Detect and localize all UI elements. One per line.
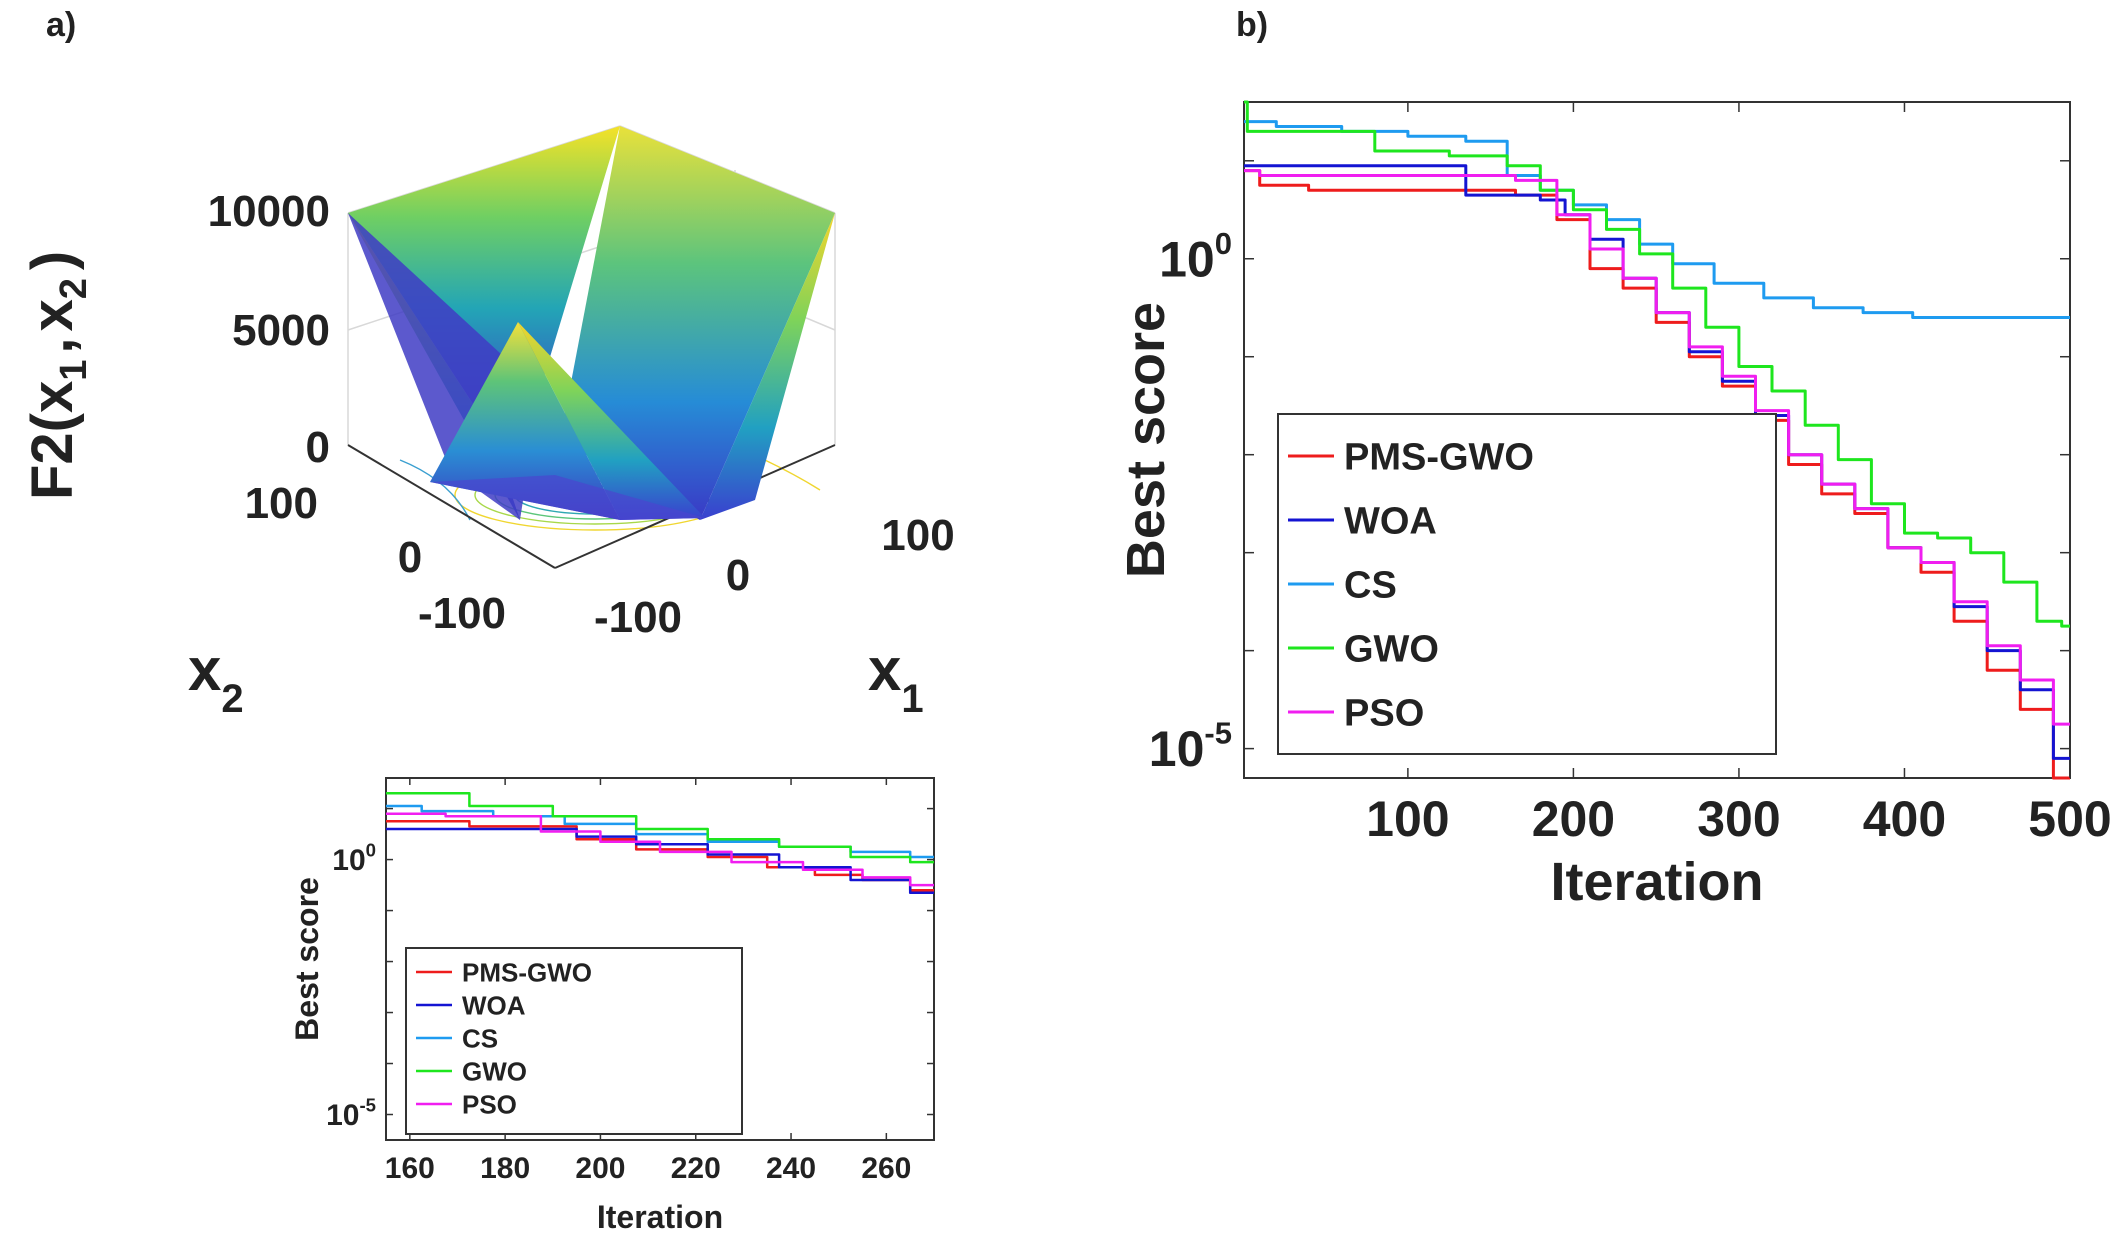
legend-entry-woa: WOA <box>1344 501 1437 543</box>
legend-entry-cs: CS <box>462 1023 498 1053</box>
legend-box <box>405 947 743 1135</box>
x-tick-label: 200 <box>575 1152 625 1185</box>
x-tick-label: 220 <box>671 1152 721 1185</box>
y-tick-label: 100 <box>332 840 376 878</box>
legend: PMS-GWO WOA CS GWO PSO <box>1277 413 1777 755</box>
y-axis-label: Best score <box>1116 302 1176 578</box>
x-tick-label: 240 <box>766 1152 816 1185</box>
series-line-gwo <box>1244 100 2070 628</box>
x-tick-label: 400 <box>1863 791 1946 847</box>
x-tick-label: 160 <box>385 1152 435 1185</box>
surface-x1-tick: 0 <box>726 551 750 600</box>
surface-x2-tick: -100 <box>418 589 506 638</box>
main-convergence-chart: 100 200 300 400 500 100 10-5 Iteration Best scor… <box>1116 100 2112 912</box>
x-axis-label: Iteration <box>1550 852 1763 912</box>
surface-z-tick: 0 <box>306 423 330 472</box>
x-tick-label: 500 <box>2028 791 2111 847</box>
inset-convergence-chart: 160 180 200 220 240 260 100 10-5 Iteration Best s… <box>289 777 935 1235</box>
x-axis-label: Iteration <box>597 1199 723 1235</box>
surface-x2-tick: 100 <box>245 479 318 528</box>
legend-entry-woa: WOA <box>462 990 526 1020</box>
x-tick-label: 200 <box>1532 791 1615 847</box>
series-line-cs <box>1244 120 2070 319</box>
y-tick-label: 100 <box>1159 226 1232 288</box>
surface-right-face <box>700 213 835 520</box>
legend-entry-pms-gwo: PMS-GWO <box>462 957 592 987</box>
surface-x1-tick: 100 <box>881 511 954 560</box>
y-tick-label: 10-5 <box>1149 716 1232 778</box>
x-tick-label: 180 <box>480 1152 530 1185</box>
legend-entry-pso: PSO <box>462 1089 517 1119</box>
legend-entry-gwo: GWO <box>462 1056 527 1086</box>
surface-x1-label: x1 <box>868 636 924 721</box>
series-line-pso <box>1244 169 2070 726</box>
x-tick-label: 100 <box>1366 791 1449 847</box>
series-line-pso <box>386 812 934 887</box>
surface-plot: 10000 5000 0 F2(x1,x2) 100 0 -100 -100 0… <box>20 125 955 721</box>
legend-entry-pso: PSO <box>1344 693 1424 735</box>
surface-x2-label: x2 <box>188 636 244 721</box>
svg-text:F2(x1,x2): F2(x1,x2) <box>20 251 95 500</box>
surface-front-peak-right <box>518 322 705 520</box>
surface-z-tick: 10000 <box>208 187 330 236</box>
series-line-pms-gwo <box>1244 169 2070 780</box>
series-line-gwo <box>386 792 934 864</box>
legend-entry-gwo: GWO <box>1344 629 1439 671</box>
x-tick-label: 300 <box>1697 791 1780 847</box>
panel-label-b: b) <box>1236 6 1268 44</box>
surface-z-label: F2(x1,x2) <box>20 251 95 500</box>
y-axis-label: Best score <box>289 877 325 1041</box>
surface-z-tick: 5000 <box>232 306 330 355</box>
legend-box <box>1277 413 1777 755</box>
surface-x1-tick: -100 <box>594 593 682 642</box>
surface-front-valley <box>430 475 705 520</box>
surface-back-left-face <box>348 126 620 430</box>
surface-x2-tick: 0 <box>398 533 422 582</box>
surface-front-peak-face <box>430 322 620 520</box>
legend-entry-cs: CS <box>1344 565 1397 607</box>
panel-label-a: a) <box>46 6 76 44</box>
y-tick-label: 10-5 <box>326 1095 376 1133</box>
x-tick-label: 260 <box>861 1152 911 1185</box>
legend-entry-pms-gwo: PMS-GWO <box>1344 437 1534 479</box>
surface-back-right-face <box>560 126 835 520</box>
